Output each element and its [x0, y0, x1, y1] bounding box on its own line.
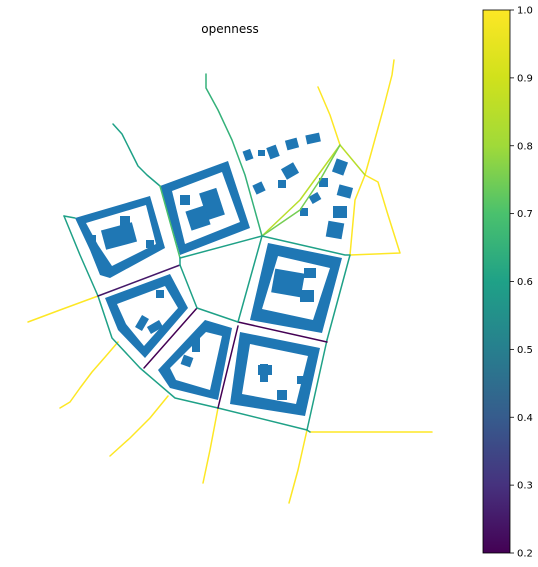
street-segment-ring-south-west — [97, 295, 219, 409]
building — [258, 150, 265, 156]
colorbar-tick-label: 0.2 — [517, 549, 533, 560]
building — [325, 220, 345, 240]
street-segment-ring-north-east — [261, 144, 366, 237]
building — [156, 290, 164, 298]
colorbar-tick-label: 0.9 — [517, 73, 533, 84]
street-segment-inner-east — [237, 321, 328, 343]
building — [271, 268, 305, 298]
building — [180, 195, 190, 205]
street-segment-inner-north — [179, 235, 263, 323]
building — [336, 184, 354, 199]
colorbar-tick-label: 0.4 — [517, 413, 533, 424]
colorbar-tick-label: 1.0 — [517, 6, 533, 17]
street-segment-west — [27, 295, 99, 323]
street-segment-east-b — [349, 174, 366, 256]
street-segment-east-a — [349, 174, 401, 256]
buildings-layer — [75, 132, 354, 416]
street-segment-north-west-stub — [112, 123, 161, 187]
building — [135, 314, 149, 332]
street-segment-north-east-b — [364, 59, 395, 176]
colorbar-ticks: 0.2 0.3 0.4 0.5 0.6 0.7 0.8 0.9 1.0 — [510, 6, 533, 560]
colorbar-gradient — [482, 9, 511, 554]
street-segment-ring-east-lower — [261, 235, 351, 341]
street-segment-south-a — [202, 407, 219, 484]
street-segment-south-b — [288, 429, 308, 504]
colorbar-tick-label: 0.8 — [517, 141, 533, 152]
street-segment-north-stub — [205, 73, 263, 237]
colorbar-tick-label: 0.5 — [517, 345, 533, 356]
building — [331, 158, 349, 176]
street-segment-inner-south-west — [143, 307, 198, 369]
colorbar: 0.2 0.3 0.4 0.5 0.6 0.7 0.8 0.9 1.0 — [482, 6, 533, 560]
building — [319, 178, 328, 187]
building — [278, 180, 286, 188]
building — [252, 181, 266, 195]
courtyard-s — [170, 332, 222, 390]
street-segment-inner-west — [97, 264, 181, 297]
building — [333, 206, 347, 218]
street-segment-ring-east — [261, 144, 341, 237]
building — [300, 290, 314, 302]
colorbar-tick-label: 0.6 — [517, 277, 533, 288]
building — [304, 268, 316, 278]
street-segment-inner-south — [217, 325, 239, 409]
colorbar-tick-label: 0.3 — [517, 481, 533, 492]
street-segment-ring-north-west — [179, 235, 263, 259]
building — [277, 390, 287, 400]
street-network — [27, 59, 433, 504]
building — [260, 364, 268, 382]
building — [305, 132, 321, 145]
street-segment-south-west-a — [59, 341, 119, 409]
building — [192, 338, 200, 352]
street-segment-ring-north — [159, 185, 181, 259]
colorbar-tick-label: 0.7 — [517, 209, 533, 220]
building — [266, 144, 280, 160]
building — [146, 320, 164, 334]
building — [180, 354, 194, 368]
street-segment-ring-south-east — [306, 339, 328, 431]
building — [146, 240, 154, 248]
building — [120, 216, 130, 226]
building — [100, 222, 138, 250]
street-segment-south-west-b — [109, 395, 169, 457]
courtyard-se — [242, 344, 308, 404]
chart-title: openness — [201, 22, 258, 36]
street-segment-ring-west — [63, 215, 99, 297]
building — [308, 192, 322, 204]
street-segment-north-east-a — [317, 86, 341, 146]
building — [284, 137, 300, 151]
street-segment-inner-north-west — [63, 215, 76, 219]
building — [297, 376, 303, 384]
building — [242, 148, 254, 162]
building — [300, 208, 308, 216]
building — [90, 235, 96, 245]
courtyard-w — [117, 286, 178, 346]
building — [280, 162, 300, 180]
building — [185, 205, 211, 231]
